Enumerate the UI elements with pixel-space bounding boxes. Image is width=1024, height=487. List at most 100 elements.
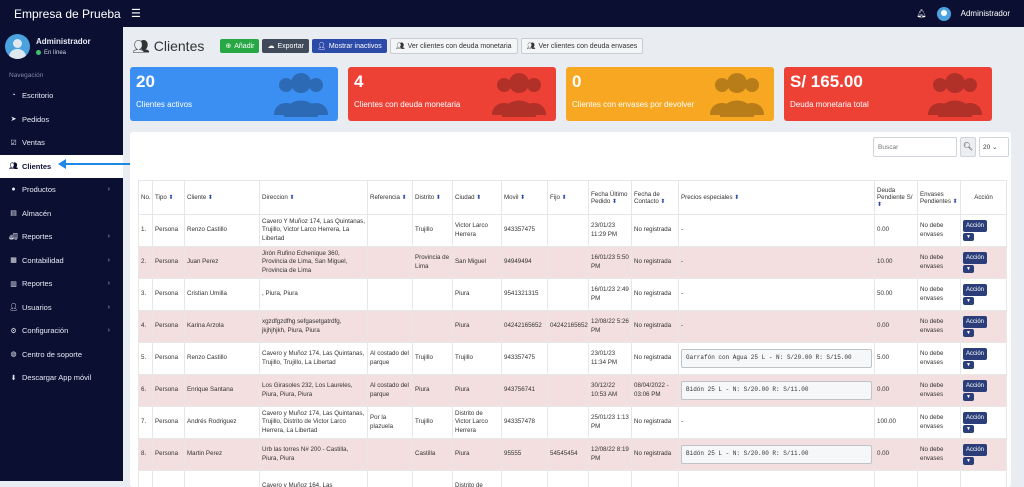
sort-icon: ⬍ (288, 195, 295, 201)
users-icon (708, 71, 766, 117)
show-inactive-button[interactable]: 👤︎Mostrar inactivos (312, 39, 387, 53)
column-header[interactable]: Envases Pendientes ⬍ (918, 181, 961, 215)
table-cell: Martin Perez (185, 439, 260, 471)
special-price-field[interactable]: Bidón 25 L - N: S/20.00 R: S/11.00 (681, 381, 872, 400)
column-header[interactable]: Fecha de Contacto ⬍ (632, 181, 679, 215)
export-button[interactable]: ☁Exportar (262, 39, 308, 53)
bell-icon[interactable]: 🔔︎ (916, 9, 926, 18)
money-debt-filter-button[interactable]: 👥︎Ver clientes con deuda monetaria (390, 38, 518, 54)
table-cell: No debe envases (918, 375, 961, 407)
container-debt-filter-button[interactable]: 👥︎Ver clientes con deuda envases (521, 38, 644, 54)
topbar-user-name[interactable]: Administrador (961, 9, 1010, 18)
cell-text: San Miguel (455, 258, 486, 265)
special-price-field[interactable]: Garrafón con Agua 25 L - N: S/20.00 R: S… (681, 349, 872, 368)
special-price-field[interactable]: Bidón 25 L - N: S/20.00 R: S/11.00 (681, 445, 872, 464)
sidebar-item-contabilidad[interactable]: ▦Contabilidad› (0, 249, 123, 273)
column-header[interactable]: Precios especiales ⬍ (679, 181, 875, 215)
page-size-select[interactable]: 20 ⌄ (979, 137, 1009, 157)
user-icon: 👤︎ (317, 42, 326, 50)
user-avatar-icon[interactable] (937, 7, 951, 21)
caret-down-icon[interactable]: ▼ (963, 393, 974, 401)
sidebar-item-usuarios[interactable]: 👤︎Usuarios› (0, 296, 123, 320)
caret-down-icon[interactable]: ▼ (963, 457, 974, 465)
caret-down-icon[interactable]: ▼ (963, 425, 974, 433)
caret-down-icon[interactable]: ▼ (963, 233, 974, 241)
table-cell: 16/01/23 2:49 PM (589, 279, 632, 311)
cell-text: 100.00 (877, 418, 896, 425)
table-cell: Cavero y Muñoz 174, Las Quintanas, Truji… (260, 407, 368, 439)
sidebar-item-reportes[interactable]: ▥Reportes› (0, 272, 123, 296)
table-cell (548, 215, 589, 247)
table-cell: 943357478 (502, 407, 548, 439)
search-input[interactable] (873, 137, 957, 157)
sidebar-item-descargar-app-m-vil[interactable]: ⬇Descargar App móvil (0, 366, 123, 390)
column-header[interactable]: Movil ⬍ (502, 181, 548, 215)
caret-down-icon[interactable]: ▼ (963, 361, 974, 369)
cell-text: Distrito de Victor Larco Herrera (455, 410, 488, 434)
cell-text: Persona (155, 226, 178, 233)
hamburger-menu-icon[interactable]: ☰ (131, 7, 141, 20)
action-button[interactable]: Acción (963, 444, 987, 457)
cell-text: Cavero y Muñoz 174, Las Quintanas, Truji… (262, 410, 364, 434)
action-button[interactable]: Acción (963, 316, 987, 329)
cell-text: No registrada (634, 258, 671, 265)
action-button[interactable]: Acción (963, 380, 987, 393)
cell-text: 0.00 (877, 450, 889, 457)
caret-down-icon[interactable]: ▼ (963, 265, 974, 273)
sidebar-item-ventas[interactable]: ☑Ventas (0, 131, 123, 155)
action-button[interactable]: Acción (963, 348, 987, 361)
table-cell: 1. (139, 215, 153, 247)
cell-text: Piura (455, 290, 469, 297)
table-cell (875, 471, 918, 487)
column-header[interactable]: Fecha Último Pedido ⬍ (589, 181, 632, 215)
sidebar-item-reportes[interactable]: 🚚︎Reportes› (0, 225, 123, 249)
table-cell: 3. (139, 279, 153, 311)
column-header[interactable]: Cliente ⬍ (185, 181, 260, 215)
column-header-label: Direccion (262, 194, 288, 201)
cell-text: 08/04/2022 - 03:06 PM (634, 382, 669, 398)
action-button[interactable]: Acción (963, 220, 987, 233)
caret-down-icon[interactable]: ▼ (963, 297, 974, 305)
table-cell: Enrique Santana (185, 375, 260, 407)
sidebar-item-centro-de-soporte[interactable]: ◍Centro de soporte (0, 343, 123, 367)
sidebar-item-almac-n[interactable]: ▤Almacén (0, 202, 123, 226)
table-cell (153, 471, 185, 487)
column-header[interactable]: Distrito ⬍ (413, 181, 453, 215)
cell-text: Trujillo (415, 226, 433, 233)
table-cell: Los Girasoles 232, Los Laureles, Piura, … (260, 375, 368, 407)
sidebar-item-configuraci-n[interactable]: ⚙Configuración› (0, 319, 123, 343)
table-cell: 04242165652 (502, 311, 548, 343)
table-cell: - (679, 247, 875, 279)
cell-text: Jirón Rufino Echenique 360, Provincia de… (262, 250, 347, 274)
column-header[interactable]: Ciudad ⬍ (453, 181, 502, 215)
sort-icon: ⬍ (400, 195, 407, 201)
action-button[interactable]: Acción (963, 284, 987, 297)
add-button[interactable]: ⊕Añadir (220, 39, 259, 53)
table-cell: Trujillo (413, 407, 453, 439)
action-button[interactable]: Acción (963, 412, 987, 425)
sidebar-item-escritorio[interactable]: ◔Escritorio (0, 84, 123, 108)
cell-text: Castilla (415, 450, 435, 457)
caret-down-icon[interactable]: ▼ (963, 329, 974, 337)
users-icon: 👥︎ (132, 38, 150, 55)
sidebar-item-pedidos[interactable]: ➤Pedidos (0, 108, 123, 132)
column-header[interactable]: Tipo ⬍ (153, 181, 185, 215)
column-header[interactable]: Referencia ⬍ (368, 181, 413, 215)
table-cell (368, 215, 413, 247)
search-icon[interactable]: 🔍︎ (960, 137, 976, 157)
table-cell: Andrés Rodriguez (185, 407, 260, 439)
column-header[interactable]: Fijo ⬍ (548, 181, 589, 215)
action-button[interactable]: Acción (963, 252, 987, 265)
column-header[interactable]: Direccion ⬍ (260, 181, 368, 215)
users-icon: 👥︎ (9, 162, 18, 170)
sidebar-item-productos[interactable]: ●Productos› (0, 178, 123, 202)
chevron-right-icon: › (108, 186, 110, 193)
column-header[interactable]: Deuda Pendiente S/ ⬍ (875, 181, 918, 215)
table-cell: Persona (153, 375, 185, 407)
cell-text: - (681, 258, 683, 265)
brand-title[interactable]: Empresa de Prueba (0, 7, 123, 21)
table-cell: Trujillo (413, 343, 453, 375)
